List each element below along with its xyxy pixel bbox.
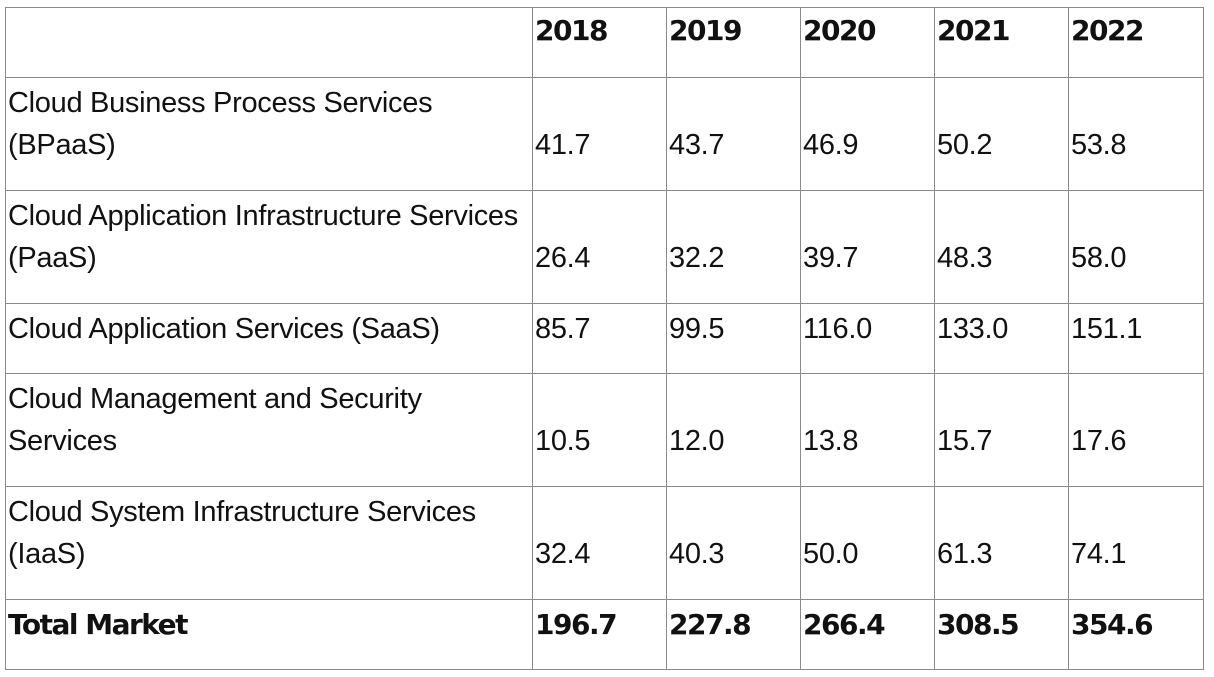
value-cell: 15.7 xyxy=(934,373,1069,487)
total-label: Total Market xyxy=(5,599,533,670)
row-label: Cloud System Infrastructure Services (Ia… xyxy=(5,486,533,600)
value-cell: 10.5 xyxy=(532,373,667,487)
row-label: Cloud Business Process Services (BPaaS) xyxy=(5,77,533,191)
total-value-cell: 266.4 xyxy=(800,599,935,670)
value-cell: 85.7 xyxy=(532,303,667,374)
row-label: Cloud Application Services (SaaS) xyxy=(5,303,533,374)
value-cell: 99.5 xyxy=(666,303,801,374)
table-row-bpaas: Cloud Business Process Services (BPaaS) … xyxy=(5,77,1204,191)
value-cell: 32.4 xyxy=(532,486,667,600)
value-cell: 40.3 xyxy=(666,486,801,600)
row-label: Cloud Management and Security Services xyxy=(5,373,533,487)
header-year-2018: 2018 xyxy=(532,7,667,78)
table-row-management-security: Cloud Management and Security Services 1… xyxy=(5,373,1204,487)
value-cell: 12.0 xyxy=(666,373,801,487)
value-cell: 26.4 xyxy=(532,190,667,304)
total-value-cell: 227.8 xyxy=(666,599,801,670)
table-row-total: Total Market 196.7 227.8 266.4 308.5 354… xyxy=(5,599,1204,670)
cloud-market-table: 2018 2019 2020 2021 2022 Cloud Business … xyxy=(5,7,1204,670)
header-year-2019: 2019 xyxy=(666,7,801,78)
table-row-paas: Cloud Application Infrastructure Service… xyxy=(5,190,1204,304)
value-cell: 17.6 xyxy=(1068,373,1204,487)
value-cell: 13.8 xyxy=(800,373,935,487)
total-value-cell: 196.7 xyxy=(532,599,667,670)
value-cell: 50.0 xyxy=(800,486,935,600)
value-cell: 50.2 xyxy=(934,77,1069,191)
header-year-2020: 2020 xyxy=(800,7,935,78)
value-cell: 41.7 xyxy=(532,77,667,191)
header-row: 2018 2019 2020 2021 2022 xyxy=(5,7,1204,78)
total-value-cell: 354.6 xyxy=(1068,599,1204,670)
header-year-2021: 2021 xyxy=(934,7,1069,78)
value-cell: 74.1 xyxy=(1068,486,1204,600)
value-cell: 48.3 xyxy=(934,190,1069,304)
value-cell: 151.1 xyxy=(1068,303,1204,374)
row-label: Cloud Application Infrastructure Service… xyxy=(5,190,533,304)
value-cell: 116.0 xyxy=(800,303,935,374)
table-row-saas: Cloud Application Services (SaaS) 85.7 9… xyxy=(5,303,1204,374)
value-cell: 133.0 xyxy=(934,303,1069,374)
header-year-2022: 2022 xyxy=(1068,7,1204,78)
value-cell: 46.9 xyxy=(800,77,935,191)
value-cell: 39.7 xyxy=(800,190,935,304)
value-cell: 61.3 xyxy=(934,486,1069,600)
header-corner-cell xyxy=(5,7,533,78)
total-value-cell: 308.5 xyxy=(934,599,1069,670)
value-cell: 32.2 xyxy=(666,190,801,304)
value-cell: 43.7 xyxy=(666,77,801,191)
table-row-iaas: Cloud System Infrastructure Services (Ia… xyxy=(5,486,1204,600)
value-cell: 53.8 xyxy=(1068,77,1204,191)
value-cell: 58.0 xyxy=(1068,190,1204,304)
